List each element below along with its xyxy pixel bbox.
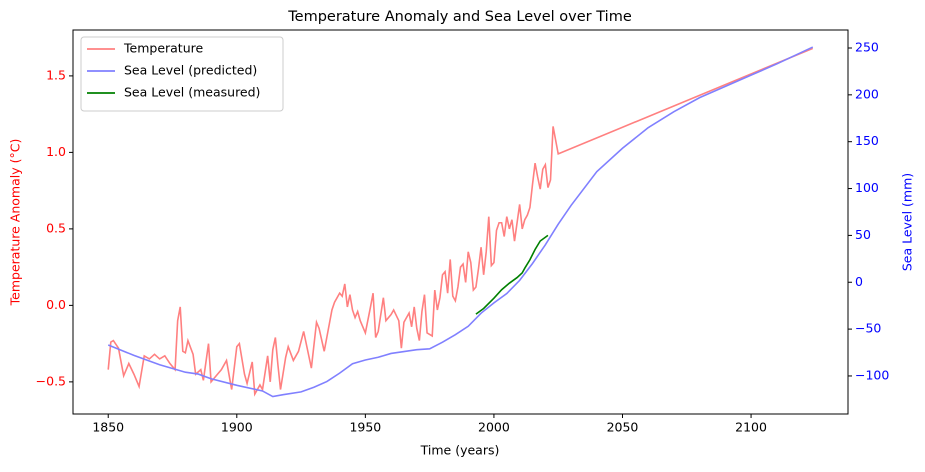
legend-label: Sea Level (predicted) — [124, 63, 257, 78]
series-line — [475, 234, 549, 315]
legend-label: Temperature — [123, 41, 203, 56]
y2-tick-label: 100 — [855, 180, 879, 195]
legend-box — [80, 36, 284, 112]
y-tick-label: −0.5 — [36, 373, 66, 388]
y2-tick-label: 200 — [855, 86, 879, 101]
y2-tick-label: −50 — [855, 321, 881, 336]
plot-frame — [72, 29, 849, 415]
y2-tick-label: 50 — [855, 227, 871, 242]
x-tick-label: 1900 — [221, 420, 253, 435]
y2-tick-label: 150 — [855, 133, 879, 148]
x-tick-label: 2000 — [478, 420, 510, 435]
x-tick-label: 2100 — [735, 420, 767, 435]
y-tick-label: 1.0 — [46, 144, 66, 159]
x-axis-label: Time (years) — [420, 443, 500, 458]
y2-tick-label: 0 — [855, 274, 863, 289]
series-line — [107, 46, 814, 398]
y2-axis-label: Sea Level (mm) — [900, 173, 915, 271]
chart-title: Temperature Anomaly and Sea Level over T… — [287, 9, 632, 25]
y-tick-label: 0.5 — [46, 220, 66, 235]
x-tick-label: 1850 — [92, 420, 124, 435]
y-tick-label: 1.5 — [46, 67, 66, 82]
y-tick-label: 0.0 — [46, 297, 66, 312]
y2-tick-label: −100 — [855, 367, 889, 382]
x-tick-label: 1950 — [349, 420, 381, 435]
y-axis-label: Temperature Anomaly (°C) — [8, 139, 23, 307]
x-tick-label: 2050 — [607, 420, 639, 435]
y2-tick-label: 250 — [855, 39, 879, 54]
legend-label: Sea Level (measured) — [124, 85, 260, 100]
